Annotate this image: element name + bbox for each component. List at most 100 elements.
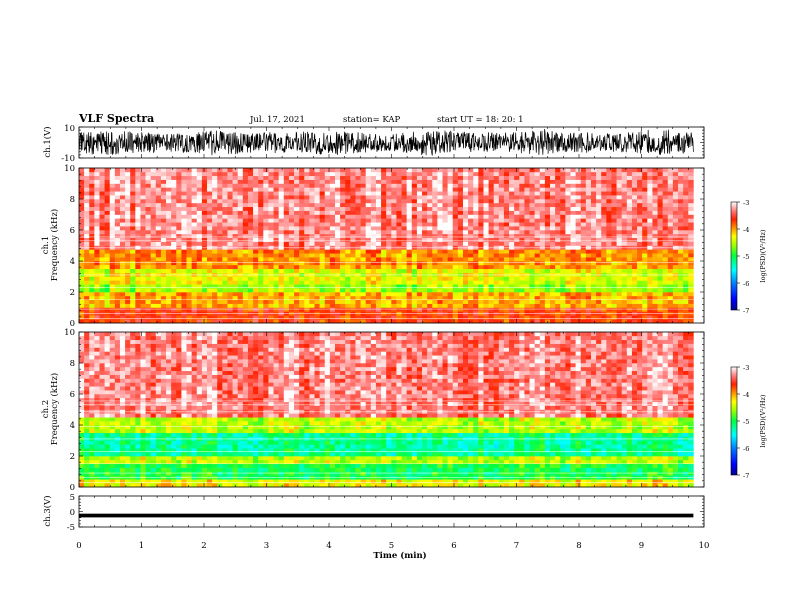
ch1-spectrogram-cell bbox=[560, 268, 566, 273]
ch1-spectrogram-cell bbox=[401, 292, 407, 297]
ch1-spectrogram-cell bbox=[473, 175, 479, 180]
ch1-spectrogram-cell bbox=[544, 187, 551, 192]
ch1-spectrogram-cell bbox=[140, 206, 146, 211]
ch1-spectrogram-cell bbox=[263, 307, 269, 312]
ch1-spectrogram-cell bbox=[478, 222, 484, 227]
ch1-spectrogram-cell bbox=[637, 175, 643, 180]
ch1-spectrogram-cell bbox=[273, 230, 279, 235]
ch1-spectrogram-cell bbox=[590, 206, 597, 211]
ch1-spectrogram-cell bbox=[427, 307, 433, 312]
ch1-spectrogram-cell bbox=[160, 179, 167, 184]
ch1-spectrogram-cell bbox=[539, 284, 546, 289]
ch1-spectrogram-cell bbox=[611, 253, 617, 258]
ch1-spectrogram-cell bbox=[365, 249, 372, 254]
ch1-spectrogram-cell bbox=[626, 195, 633, 200]
ch1-spectrogram-cell bbox=[585, 206, 592, 211]
ch1-spectrogram-cell bbox=[503, 191, 510, 196]
ch1-spectrogram-cell bbox=[570, 268, 576, 273]
ch1-spectrogram-cell bbox=[99, 191, 105, 196]
ch1-spectrogram-cell bbox=[191, 315, 198, 320]
ch1-spectrogram-cell bbox=[529, 183, 535, 188]
ch1-spectrogram-cell bbox=[345, 288, 351, 293]
ch1-spectrogram-cell bbox=[309, 171, 315, 177]
ch1-spectrogram-cell bbox=[150, 171, 157, 177]
ch1-spectrogram-cell bbox=[381, 288, 387, 293]
ch1-spectrogram-cell bbox=[575, 307, 582, 312]
ch1-spectrogram-cell bbox=[206, 257, 213, 262]
ch1-spectrogram-cell bbox=[391, 280, 397, 285]
ch1-spectrogram-cell bbox=[631, 284, 638, 289]
ch1-spectrogram-cell bbox=[171, 168, 177, 173]
ch1-spectrogram-cell bbox=[114, 249, 121, 254]
ch1-spectrogram-cell bbox=[468, 299, 474, 304]
ch1-spectrogram-cell bbox=[616, 218, 622, 223]
ch1-spectrogram-cell bbox=[370, 295, 377, 301]
ch1-spectrogram-cell bbox=[529, 202, 535, 208]
ch1-spectrogram-cell bbox=[232, 168, 239, 173]
ch1-spectrogram-cell bbox=[570, 195, 576, 200]
ch1-spectrogram-cell bbox=[258, 202, 264, 208]
ch1-spectrogram-cell bbox=[222, 303, 228, 308]
ch1-spectrogram-cell bbox=[206, 195, 213, 200]
ch1-spectrogram-cell bbox=[263, 261, 269, 266]
ch1-spectrogram-cell bbox=[427, 276, 433, 281]
ch1-spectrogram-cell bbox=[355, 179, 361, 184]
ch1-spectrogram-cell bbox=[432, 268, 438, 273]
ch1-spectrogram-cell bbox=[391, 284, 397, 289]
ch1-spectrogram-cell bbox=[334, 222, 341, 227]
ch1-spectrogram-cell bbox=[621, 210, 628, 215]
ch1-spectrogram-cell bbox=[155, 199, 162, 204]
ch1-spectrogram-cell bbox=[601, 214, 607, 219]
ch1-spectrogram-cell bbox=[565, 171, 571, 177]
ch1-spectrogram-cell bbox=[278, 230, 285, 235]
ch1-spectrogram-cell bbox=[79, 233, 85, 239]
ch1-spectrogram-cell bbox=[355, 257, 361, 262]
ch1-spectrogram-cell bbox=[150, 206, 157, 211]
ch1-spectrogram-cell bbox=[381, 241, 387, 246]
ch1-spectrogram-cell bbox=[268, 261, 274, 266]
ch1-spectrogram-cell bbox=[580, 175, 587, 180]
ch1-spectrogram-cell bbox=[544, 222, 551, 227]
ch1-spectrogram-cell bbox=[191, 175, 198, 180]
ch1-spectrogram-cell bbox=[94, 233, 100, 239]
ch1-spectrogram-cell bbox=[84, 253, 90, 258]
ch1-spectrogram-cell bbox=[560, 295, 566, 301]
ch1-spectrogram-cell bbox=[212, 280, 218, 285]
ch1-spectrogram-cell bbox=[140, 202, 146, 208]
ch1-spectrogram-cell bbox=[432, 222, 438, 227]
ch1-spectrogram-cell bbox=[294, 187, 300, 192]
ch1-spectrogram-cell bbox=[539, 233, 546, 239]
ch1-spectrogram-cell bbox=[381, 319, 387, 324]
ch1-spectrogram-cell bbox=[155, 307, 162, 312]
ch1-spectrogram-cell bbox=[345, 233, 351, 239]
ch1-spectrogram-cell bbox=[206, 237, 213, 242]
ch1-spectrogram-cell bbox=[678, 299, 684, 304]
ch1-spectrogram-cell bbox=[340, 284, 346, 289]
ch1-spectrogram-cell bbox=[683, 237, 689, 242]
ch1-spectrogram-cell bbox=[601, 249, 607, 254]
ch1-spectrogram-cell bbox=[411, 210, 418, 215]
ch1-spectrogram-cell bbox=[186, 187, 192, 192]
ch1-spectrogram-cell bbox=[340, 288, 346, 293]
ch1-spectrogram-cell bbox=[130, 299, 136, 304]
ch1-spectrogram-cell bbox=[186, 264, 192, 270]
ch1-spectrogram-cell bbox=[334, 288, 341, 293]
ch1-spectrogram-cell bbox=[171, 237, 177, 242]
ch1-spectrogram-cell bbox=[309, 191, 315, 196]
ch1-spectrogram-cell bbox=[657, 249, 663, 254]
ch1-spectrogram-cell bbox=[145, 222, 151, 227]
ch1-spectrogram-cell bbox=[114, 191, 121, 196]
ch1-spectrogram-cell bbox=[319, 241, 326, 246]
ch1-spectrogram-cell bbox=[570, 292, 576, 297]
ch1-spectrogram-cell bbox=[416, 237, 423, 242]
ch1-spectrogram-cell bbox=[667, 171, 674, 177]
ch1-spectrogram-cell bbox=[406, 264, 413, 270]
ch1-spectrogram-cell bbox=[657, 199, 663, 204]
ch1-spectrogram-cell bbox=[550, 222, 556, 227]
ch1-spectrogram-cell bbox=[176, 315, 182, 320]
ch1-spectrogram-cell bbox=[176, 307, 182, 312]
ch1-spectrogram-cell bbox=[278, 284, 285, 289]
ch1-spectrogram-cell bbox=[309, 292, 315, 297]
ch1-spectrogram-cell bbox=[427, 195, 433, 200]
ch1-spectrogram-cell bbox=[468, 280, 474, 285]
